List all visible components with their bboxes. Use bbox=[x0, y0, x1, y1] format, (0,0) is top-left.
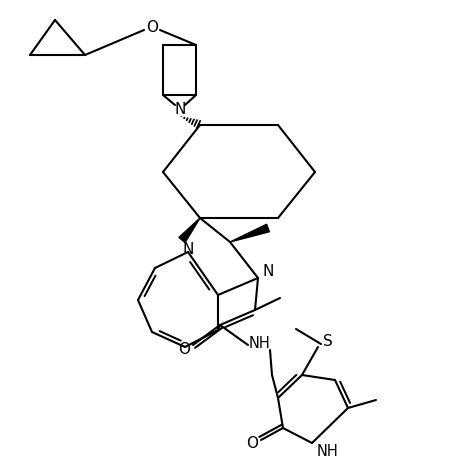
Polygon shape bbox=[179, 218, 200, 243]
Text: NH: NH bbox=[316, 444, 338, 458]
Text: S: S bbox=[322, 335, 332, 349]
Text: N: N bbox=[263, 265, 274, 279]
Text: N: N bbox=[182, 242, 193, 258]
Text: N: N bbox=[174, 102, 185, 118]
Text: O: O bbox=[146, 20, 157, 36]
Text: NH: NH bbox=[249, 336, 270, 350]
Polygon shape bbox=[230, 224, 269, 242]
Text: O: O bbox=[178, 343, 190, 357]
Text: O: O bbox=[246, 436, 257, 452]
